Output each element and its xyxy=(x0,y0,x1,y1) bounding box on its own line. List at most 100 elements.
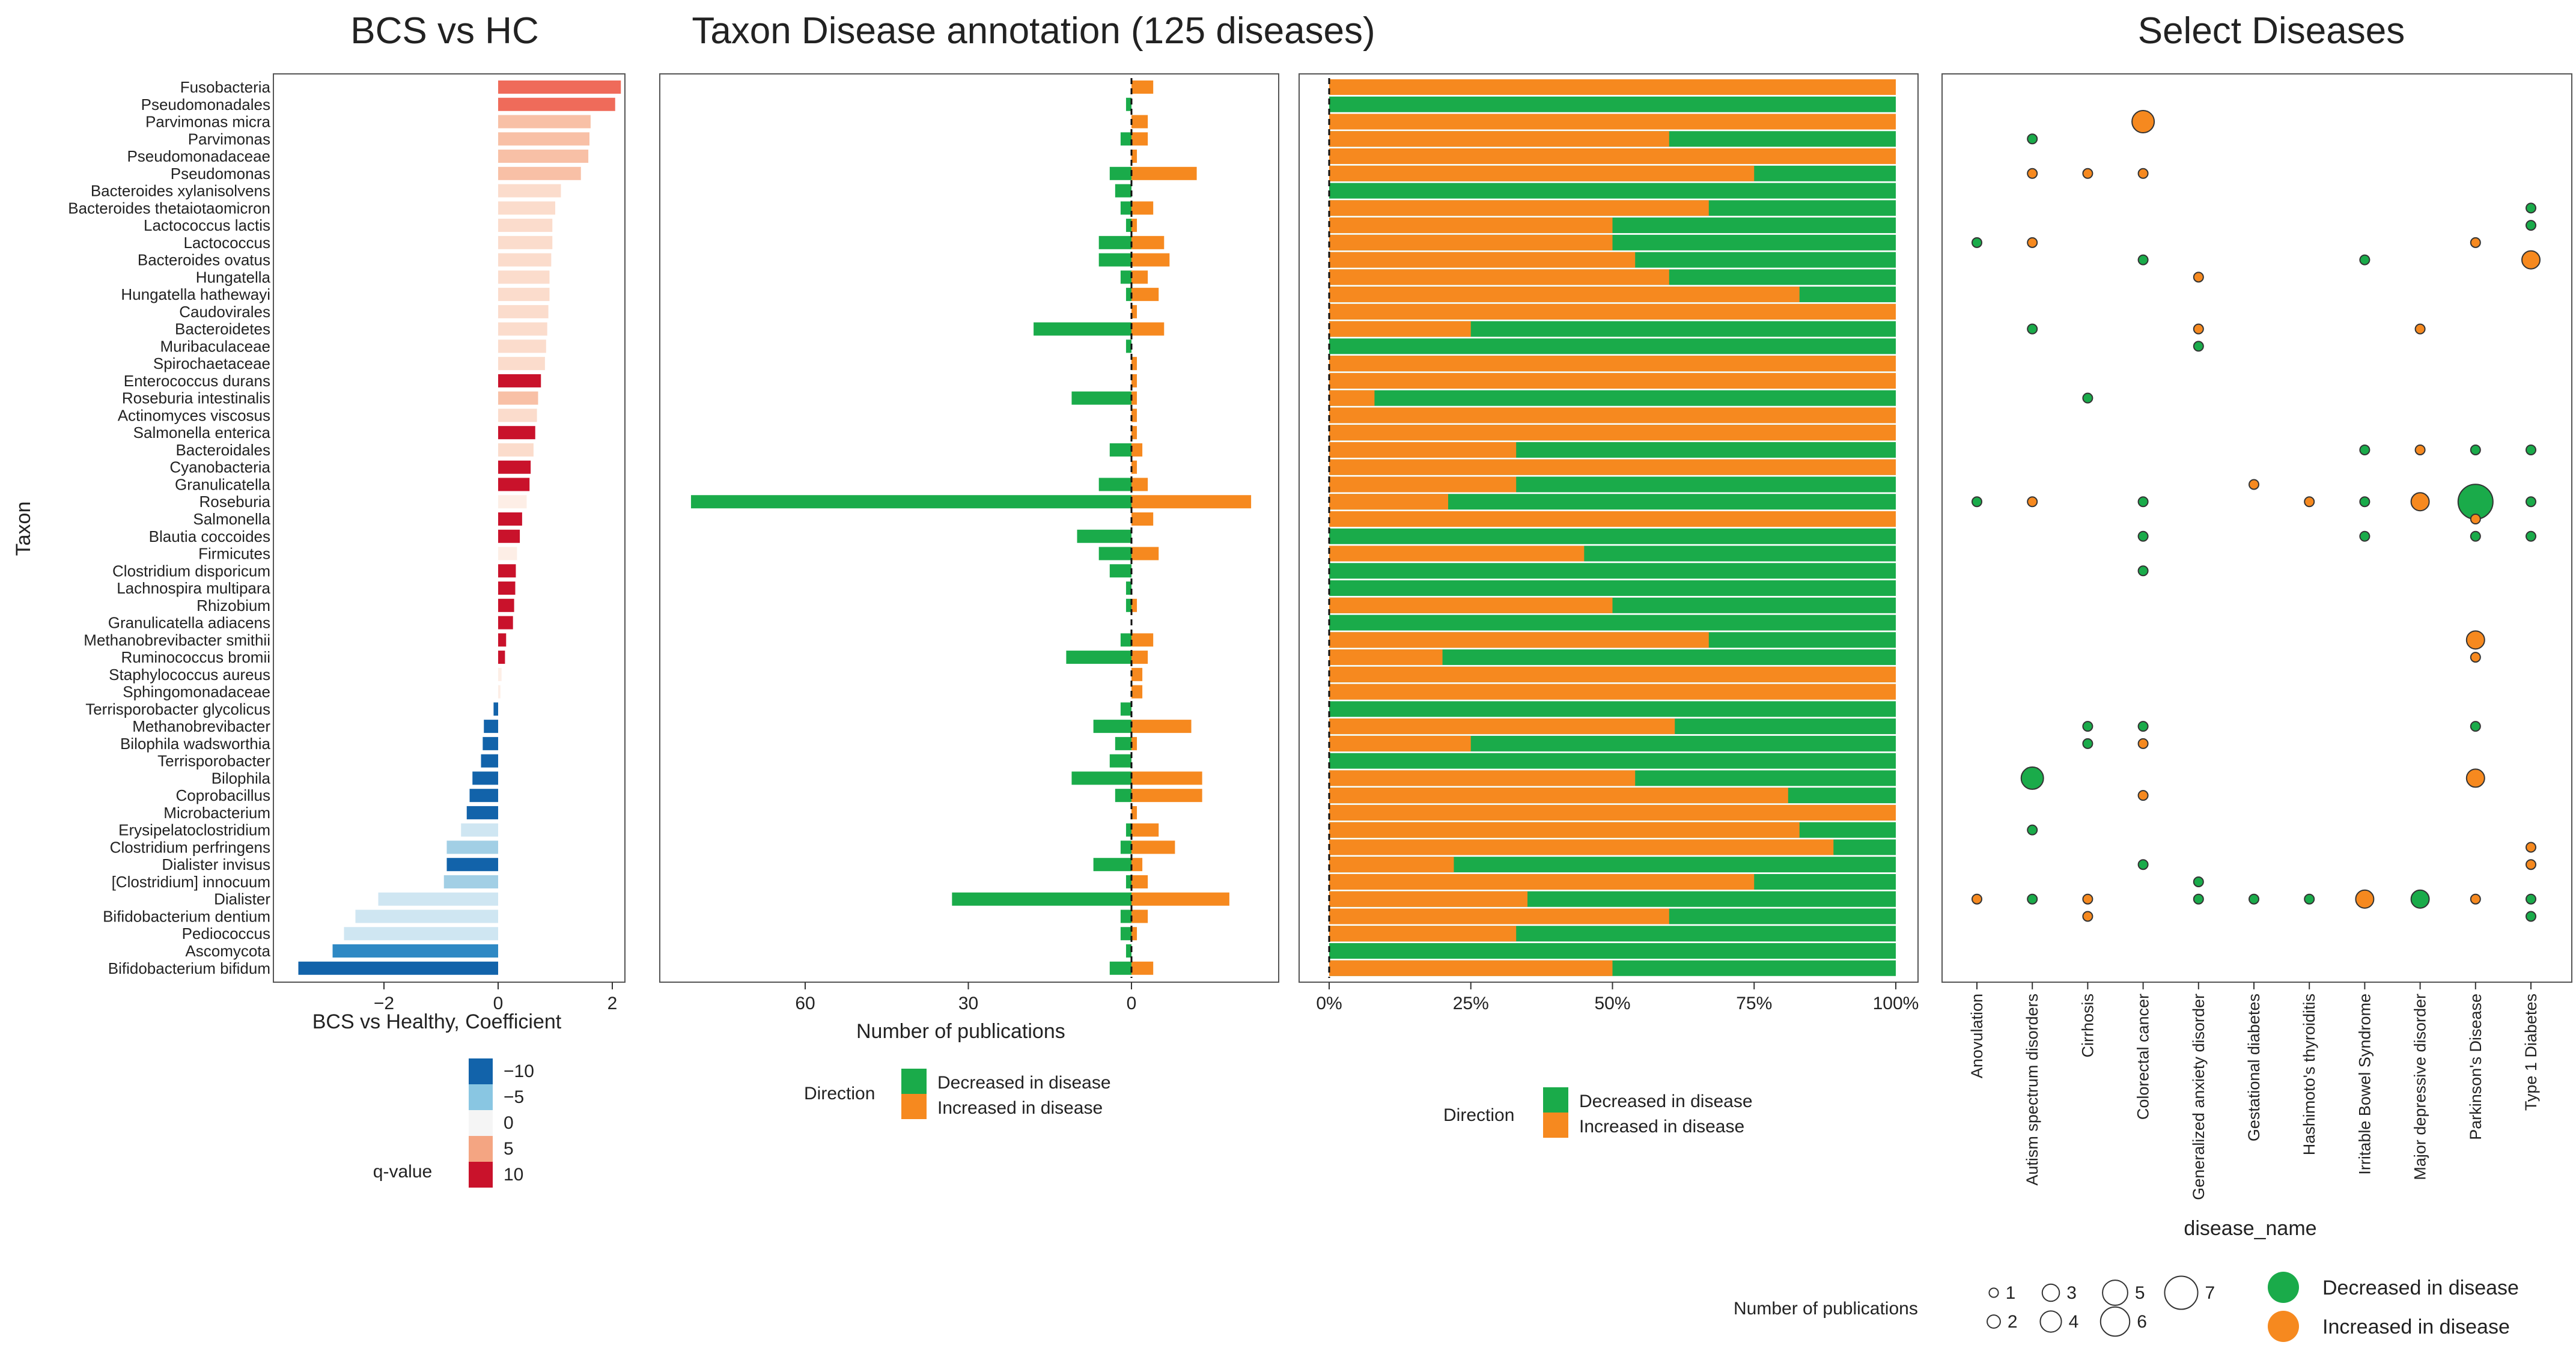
increased-share-bar xyxy=(1329,857,1454,873)
increased-share-bar xyxy=(1329,511,1896,527)
decreased-share-bar xyxy=(1329,615,1896,631)
decreased-point xyxy=(1972,496,1982,508)
taxon-label: Granulicatella xyxy=(175,475,271,493)
coefficient-bar xyxy=(446,840,498,854)
coefficient-bar xyxy=(498,564,516,578)
increased-bar xyxy=(1131,80,1154,94)
increased-share-bar xyxy=(1329,459,1896,475)
coefficient-bar xyxy=(498,305,549,318)
decreased-point xyxy=(2082,392,2093,404)
increased-share-bar xyxy=(1329,356,1896,372)
decreased-bar xyxy=(1125,97,1131,111)
decreased-point xyxy=(2027,323,2038,335)
taxon-label: Actinomyces viscosus xyxy=(118,406,270,424)
decreased-point xyxy=(2137,254,2149,266)
increased-share-bar xyxy=(1329,321,1471,337)
increased-bar xyxy=(1131,512,1154,526)
increased-bar xyxy=(1131,892,1229,906)
decreased-bar xyxy=(1109,166,1131,180)
increased-share-bar xyxy=(1329,269,1669,285)
increased-bar xyxy=(1131,651,1148,664)
direction-swatch xyxy=(1543,1113,1568,1138)
coefficient-bar xyxy=(498,616,513,630)
increased-bar xyxy=(1131,460,1137,474)
size-color-legend: Number of publications 1 2 3 4 5 6 7 Decreased … xyxy=(1734,1272,2519,1342)
decreased-share-bar xyxy=(1329,96,1896,112)
decreased-point xyxy=(2082,721,2093,732)
decreased-point xyxy=(2193,876,2204,887)
decreased-bar xyxy=(1093,858,1131,872)
increased-share-bar xyxy=(1329,822,1800,838)
increased-bar xyxy=(1131,426,1137,440)
coefficient-bar xyxy=(498,322,547,336)
direction-swatch xyxy=(901,1094,927,1119)
taxon-label: Parvimonas xyxy=(188,130,270,148)
x-tick-label: 0 xyxy=(493,994,504,1013)
panel3-x-ticks: 0% 25% 50% 75% 100% xyxy=(1316,982,1919,1013)
decreased-share-bar xyxy=(1329,338,1896,354)
decreased-point xyxy=(2526,893,2536,905)
increased-bar xyxy=(1131,633,1154,647)
increased-share-bar xyxy=(1329,926,1517,942)
coefficient-bar xyxy=(498,391,538,405)
size-legend-circle xyxy=(1987,1314,2001,1329)
increased-bar xyxy=(1131,235,1165,249)
decreased-bar xyxy=(952,892,1131,906)
increased-share-bar xyxy=(1329,407,1896,424)
taxon-label: Salmonella enterica xyxy=(133,424,271,442)
taxon-label: Clostridium perfringens xyxy=(110,838,270,856)
increased-share-bar xyxy=(1329,79,1896,95)
coefficient-bar xyxy=(498,184,561,198)
increased-share-bar xyxy=(1329,303,1896,320)
decreased-bar xyxy=(1071,771,1131,785)
increased-bar xyxy=(1131,840,1175,854)
increased-bar xyxy=(1131,374,1137,387)
taxon-label: Caudovirales xyxy=(179,303,270,321)
taxon-label: Terrisporobacter glycolicus xyxy=(85,700,270,718)
color-legend-label: Decreased in disease xyxy=(2322,1277,2519,1299)
decreased-point xyxy=(2410,889,2430,909)
coefficient-bar xyxy=(498,478,530,491)
coefficient-bar xyxy=(461,823,498,837)
increased-bar xyxy=(1131,806,1137,819)
coefficient-bar xyxy=(493,702,498,716)
y-axis-label: Taxon xyxy=(12,502,35,556)
decreased-bar xyxy=(1125,875,1131,888)
increased-bar xyxy=(1131,927,1137,941)
taxon-label: Methanobrevibacter xyxy=(132,717,270,735)
coefficient-bar xyxy=(498,598,514,612)
increased-share-bar xyxy=(1329,442,1517,458)
decreased-share-bar xyxy=(1329,701,1896,717)
disease-label: Type 1 Diabetes xyxy=(2522,994,2540,1111)
coefficient-bar xyxy=(298,961,498,975)
decreased-point xyxy=(2137,530,2149,542)
disease-label: Hashimoto's thyroiditis xyxy=(2300,994,2318,1155)
size-legend-label: 5 xyxy=(2135,1283,2145,1303)
panel1-x-axis-label: BCS vs Healthy, Coefficient xyxy=(312,1010,562,1033)
decreased-share-bar xyxy=(1329,390,1896,406)
increased-share-bar xyxy=(1329,372,1896,389)
decreased-bar xyxy=(1120,927,1131,941)
decreased-point xyxy=(1972,237,1982,248)
decreased-point xyxy=(2359,496,2370,508)
coefficient-bar xyxy=(469,789,498,803)
decreased-bar xyxy=(1120,270,1131,284)
taxon-label: Clostridium disporicum xyxy=(112,562,270,580)
coefficient-bar xyxy=(498,633,507,647)
x-tick-label: 30 xyxy=(958,994,978,1013)
decreased-bar xyxy=(1109,961,1131,975)
increased-bar xyxy=(1131,685,1143,699)
x-tick-label: 2 xyxy=(607,994,618,1013)
coefficient-bar xyxy=(498,374,541,387)
coefficient-bar xyxy=(498,288,550,302)
q-value-label: 10 xyxy=(504,1165,523,1185)
coefficient-bar xyxy=(498,357,545,371)
decreased-bar xyxy=(1109,754,1131,768)
direction-swatch xyxy=(1543,1087,1568,1113)
decreased-bar xyxy=(1120,702,1131,716)
increased-point xyxy=(2521,250,2541,270)
coefficient-bar xyxy=(466,806,498,819)
increased-point xyxy=(1972,893,1982,905)
increased-share-bar xyxy=(1329,148,1896,165)
x-tick-label: 75% xyxy=(1736,994,1772,1013)
